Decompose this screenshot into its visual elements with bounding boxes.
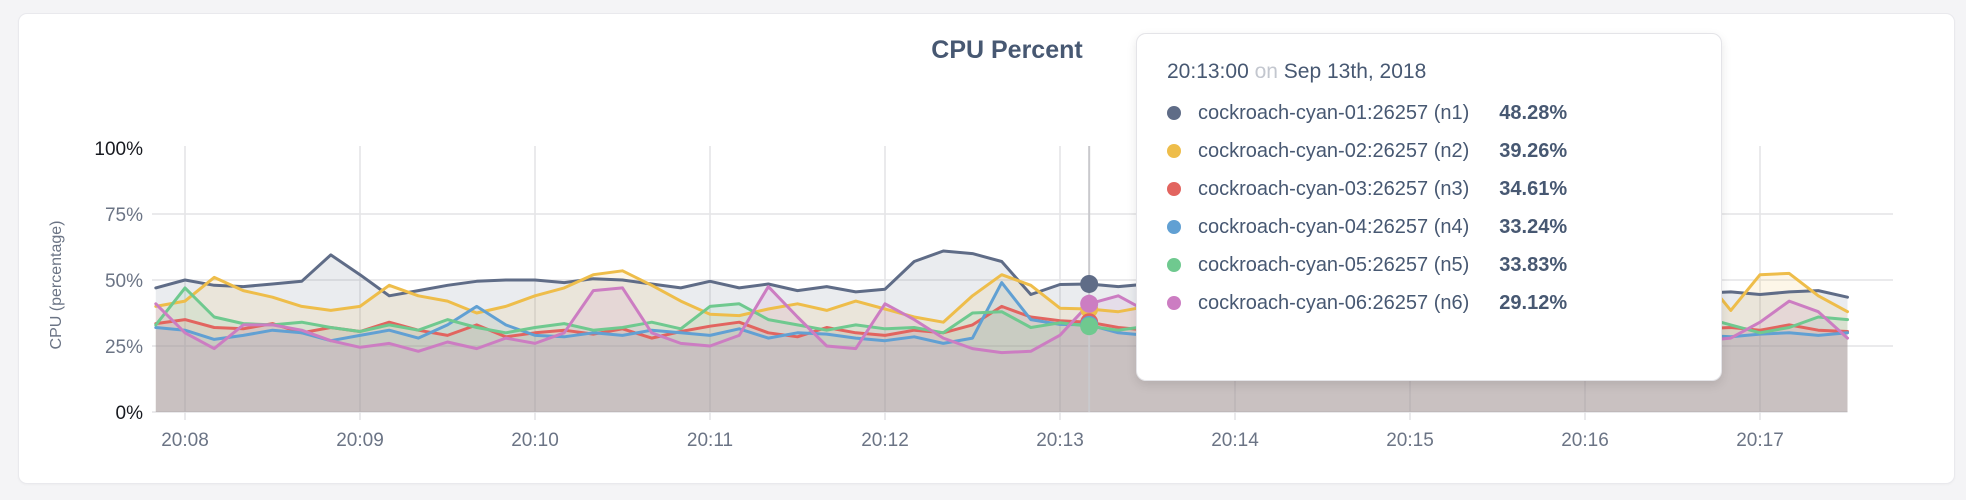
tooltip-row: cockroach-cyan-03:26257 (n3) 34.61% xyxy=(1167,170,1691,208)
series-color-dot-icon xyxy=(1167,106,1181,120)
series-value: 33.24% xyxy=(1499,215,1568,238)
hover-dot-n5 xyxy=(1080,317,1099,336)
tooltip-row: cockroach-cyan-01:26257 (n1) 48.28% xyxy=(1167,94,1691,132)
hover-dot-n6 xyxy=(1080,294,1099,313)
tooltip-row: cockroach-cyan-04:26257 (n4) 33.24% xyxy=(1167,208,1691,246)
chart-title: CPU Percent xyxy=(931,36,1083,64)
y-tick-label: 100% xyxy=(94,139,143,160)
series-value: 39.26% xyxy=(1499,139,1568,162)
tooltip-date: Sep 13th, 2018 xyxy=(1283,60,1427,83)
series-label: cockroach-cyan-01:26257 (n1) xyxy=(1198,101,1470,124)
series-value: 29.12% xyxy=(1499,291,1568,314)
x-tick-label: 20:11 xyxy=(687,430,733,451)
series-color-dot-icon xyxy=(1167,144,1181,158)
tooltip-row: cockroach-cyan-02:26257 (n2) 39.26% xyxy=(1167,132,1691,170)
tooltip-rows: cockroach-cyan-01:26257 (n1) 48.28% cockro… xyxy=(1167,94,1691,322)
series-label: cockroach-cyan-02:26257 (n2) xyxy=(1198,139,1470,162)
y-tick-label: 25% xyxy=(105,337,143,358)
series-value: 33.83% xyxy=(1499,253,1568,276)
x-tick-label: 20:12 xyxy=(861,430,909,451)
x-tick-label: 20:17 xyxy=(1736,430,1784,451)
tooltip-time: 20:13:00 xyxy=(1167,60,1249,83)
series-color-dot-icon xyxy=(1167,220,1181,234)
x-tick-label: 20:08 xyxy=(161,430,209,451)
x-tick-label: 20:13 xyxy=(1036,430,1084,451)
series-color-dot-icon xyxy=(1167,182,1181,196)
tooltip-header: 20:13:00 on Sep 13th, 2018 xyxy=(1167,60,1691,84)
chart-tooltip: 20:13:00 on Sep 13th, 2018 cockroach-cya… xyxy=(1136,33,1722,381)
tooltip-row: cockroach-cyan-05:26257 (n5) 33.83% xyxy=(1167,246,1691,284)
series-label: cockroach-cyan-06:26257 (n6) xyxy=(1198,291,1470,314)
series-label: cockroach-cyan-03:26257 (n3) xyxy=(1198,177,1470,200)
x-tick-label: 20:14 xyxy=(1211,430,1259,451)
series-value: 34.61% xyxy=(1499,177,1568,200)
series-label: cockroach-cyan-05:26257 (n5) xyxy=(1198,253,1470,276)
tooltip-row: cockroach-cyan-06:26257 (n6) 29.12% xyxy=(1167,284,1691,322)
series-value: 48.28% xyxy=(1499,101,1568,124)
x-tick-label: 20:10 xyxy=(511,430,559,451)
tooltip-conjunction: on xyxy=(1254,60,1278,83)
series-label: cockroach-cyan-04:26257 (n4) xyxy=(1198,215,1470,238)
series-color-dot-icon xyxy=(1167,258,1181,272)
x-tick-label: 20:16 xyxy=(1561,430,1609,451)
y-tick-label: 50% xyxy=(105,271,143,292)
hover-dot-n1 xyxy=(1080,274,1099,293)
series-color-dot-icon xyxy=(1167,296,1181,310)
y-tick-label: 0% xyxy=(116,403,144,424)
x-tick-label: 20:09 xyxy=(336,430,384,451)
y-tick-label: 75% xyxy=(105,205,143,226)
x-tick-label: 20:15 xyxy=(1386,430,1434,451)
